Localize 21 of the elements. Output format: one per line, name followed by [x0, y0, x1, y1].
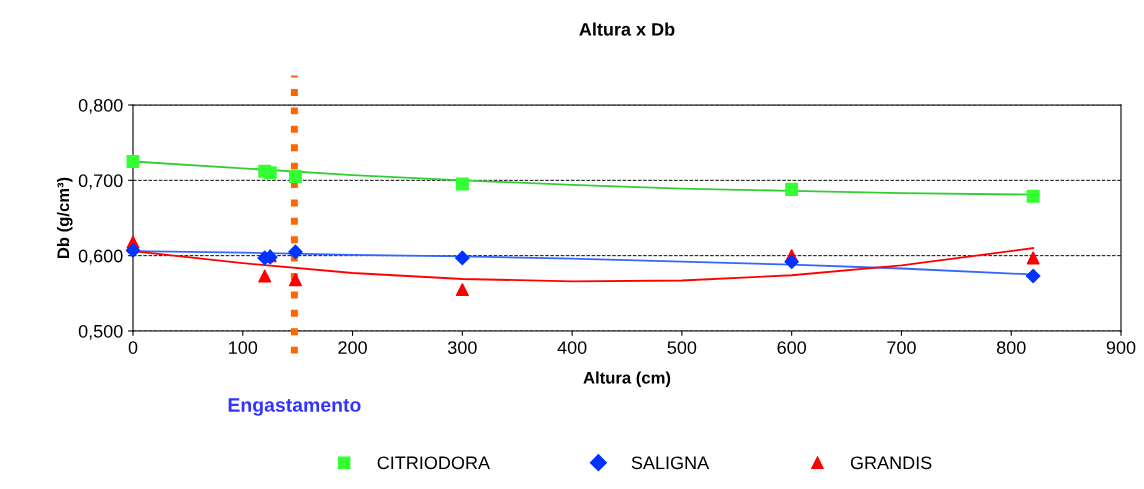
y-tick-label: 0,800 [78, 98, 123, 114]
y-tick-label: 0,700 [78, 174, 123, 190]
x-tick-label: 400 [557, 341, 587, 354]
x-tick-label: 600 [777, 341, 807, 354]
chart-title: Altura x Db [579, 22, 675, 36]
legend-label: GRANDIS [850, 456, 932, 470]
x-tick-label: 900 [1106, 341, 1136, 354]
y-tick-label: 0,600 [78, 249, 123, 265]
x-tick-label: 200 [338, 341, 367, 354]
legend-label: CITRIODORA [377, 456, 491, 470]
x-tick-label: 800 [996, 341, 1026, 354]
legend-label: SALIGNA [631, 456, 710, 470]
x-tick-label: 500 [667, 341, 697, 354]
y-tick-label: 0,500 [78, 324, 123, 340]
ref-line-label: Engastamento [228, 398, 361, 416]
y-axis-title: Db (g/cm³) [56, 177, 73, 259]
x-tick-label: 100 [229, 341, 258, 354]
x-axis-title: Altura (cm) [583, 371, 671, 387]
x-tick-label: 300 [447, 341, 477, 354]
x-tick-label: 0 [128, 341, 138, 354]
x-tick-label: 700 [887, 341, 916, 354]
